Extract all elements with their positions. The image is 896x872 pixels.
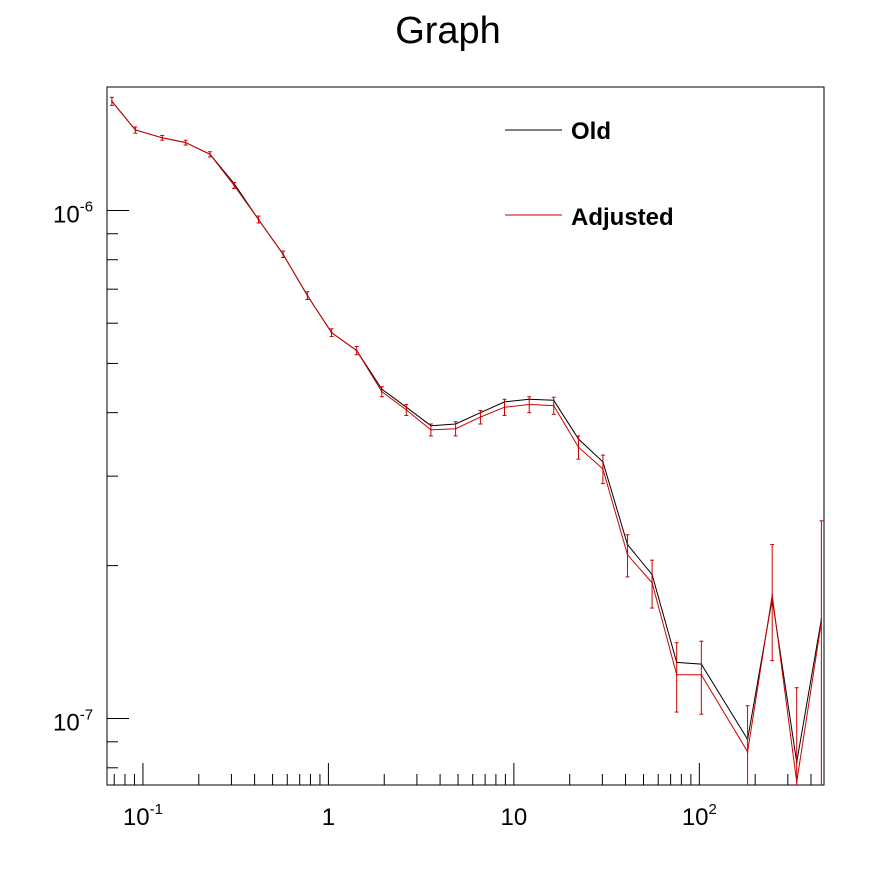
data-point-adjusted (454, 427, 457, 430)
error-bar (625, 534, 630, 578)
data-point-adjusted (184, 141, 187, 144)
data-point-adjusted (602, 468, 604, 470)
data-point-adjusted (700, 673, 703, 676)
error-bar (699, 640, 704, 715)
data-point-adjusted (134, 129, 137, 131)
data-point-adjusted (820, 621, 823, 623)
series-line-adjusted (111, 100, 822, 783)
y-tick-label: 10-7 (53, 707, 93, 737)
legend-label-adjusted: Adjusted (571, 204, 674, 231)
data-point-adjusted (257, 218, 260, 221)
error-bar (674, 642, 679, 713)
data-point-adjusted (306, 294, 309, 297)
data-point-adjusted (577, 446, 580, 449)
legend: Old Adjusted (505, 118, 674, 231)
data-point-adjusted (161, 137, 163, 139)
error-bar (745, 705, 750, 785)
x-tick-label: 102 (682, 801, 717, 831)
data-point-adjusted (111, 100, 113, 103)
data-point-adjusted (355, 349, 358, 352)
data-point-adjusted (479, 416, 482, 418)
data-point-adjusted (746, 751, 749, 753)
data-point-adjusted (209, 153, 211, 156)
data-point-adjusted (430, 429, 432, 431)
legend-label-old: Old (571, 118, 611, 145)
data-point-adjusted (626, 554, 629, 556)
data-point-adjusted (380, 390, 383, 393)
data-point-adjusted (528, 403, 531, 406)
x-tick-label: 1 (322, 804, 335, 831)
chart-title: Graph (395, 10, 501, 52)
series-layer (109, 96, 824, 785)
data-point-adjusted (675, 673, 678, 676)
x-tick-label: 10-1 (123, 801, 163, 831)
series-line-old (111, 100, 822, 763)
x-tick-label: 10 (501, 804, 528, 831)
error-bar (819, 520, 824, 785)
data-point-adjusted (330, 331, 333, 334)
error-bar (770, 544, 775, 662)
data-point-adjusted (651, 582, 653, 584)
data-point-adjusted (405, 409, 408, 411)
error-bar (794, 687, 799, 785)
error-bar (650, 559, 655, 609)
data-point-adjusted (795, 781, 798, 783)
plot-frame (106, 86, 825, 786)
data-point-adjusted (233, 184, 235, 187)
data-point-adjusted (282, 253, 284, 256)
tick-labels: 10-1 1 10 102 10-6 10-7 (53, 198, 717, 831)
data-point-adjusted (552, 404, 555, 407)
data-point-adjusted (771, 594, 773, 596)
y-tick-label: 10-6 (53, 198, 93, 228)
data-point-adjusted (503, 406, 506, 409)
axis-ticks (107, 209, 812, 785)
